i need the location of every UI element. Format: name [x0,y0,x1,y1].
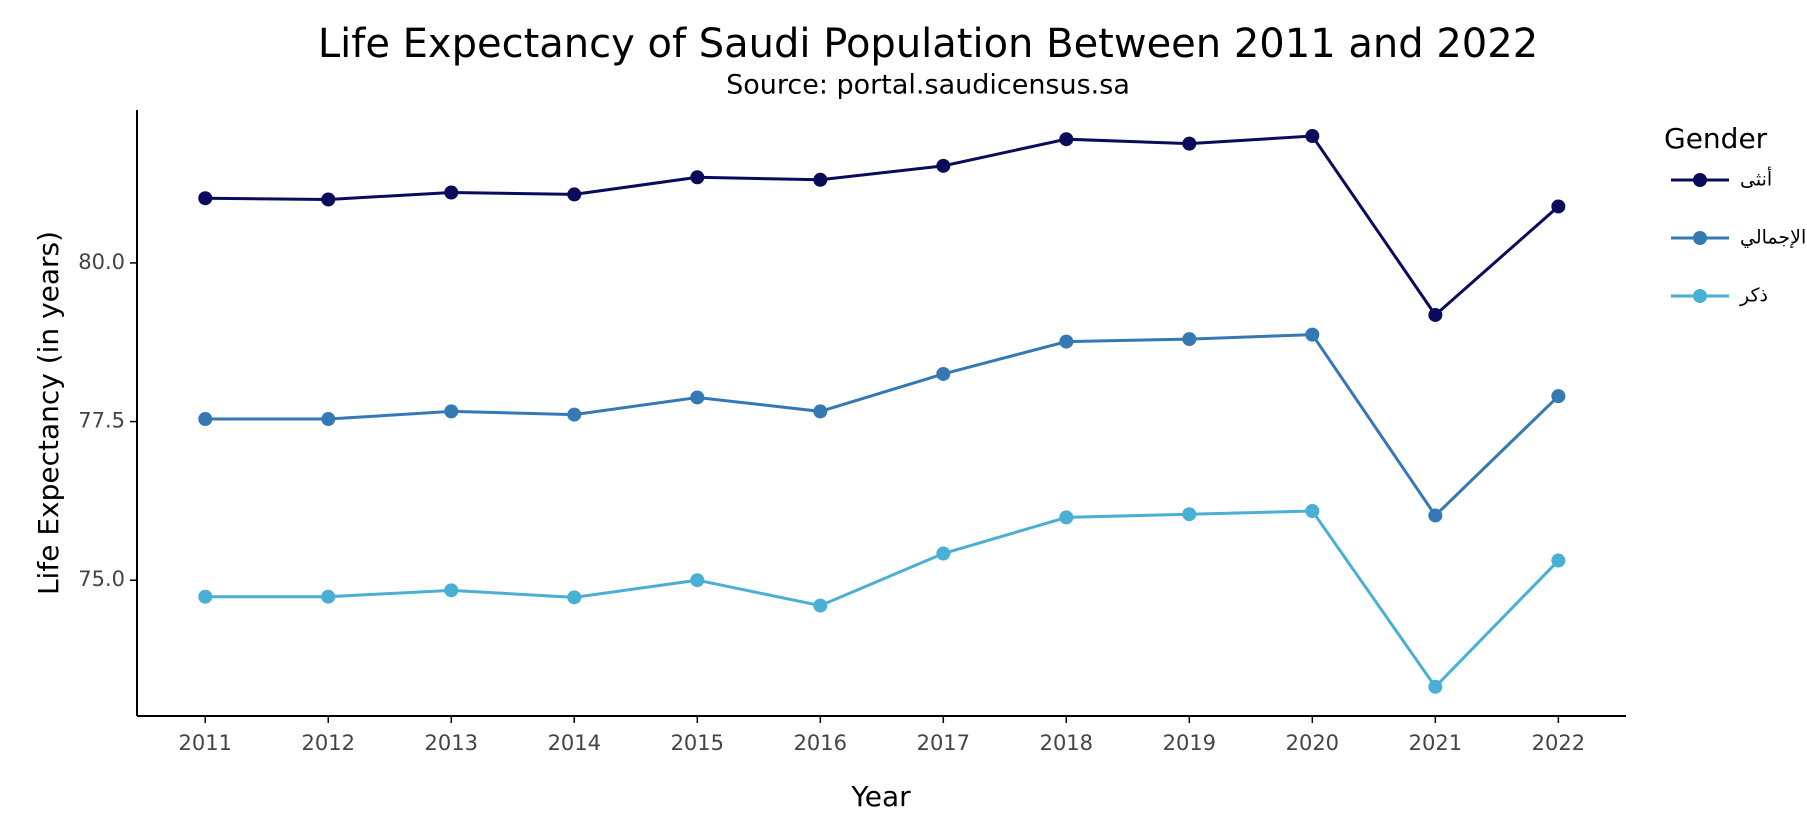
data-point [444,404,459,419]
x-tick-label: 2021 [1409,731,1462,755]
data-point [198,589,213,604]
data-point [936,546,951,561]
data-point [1305,327,1320,342]
chart-subtitle: Source: portal.saudicensus.sa [726,70,1130,101]
data-point [813,172,828,187]
data-point [813,598,828,613]
x-tick-label: 2011 [179,731,232,755]
legend-marker [1693,231,1707,245]
data-point [321,412,336,427]
y-tick-label: 75.0 [78,567,125,591]
series-line [205,134,1560,318]
y-tick-label: 80.0 [78,250,125,274]
data-point [690,170,705,185]
data-point [444,185,459,200]
data-point [936,158,951,173]
data-point [1551,553,1566,568]
x-tick-label: 2020 [1286,731,1339,755]
data-point [1551,199,1566,214]
data-point [321,192,336,207]
data-point [1428,679,1443,694]
legend-marker [1693,173,1707,187]
y-axis-title: Life Expectancy (in years) [32,231,65,595]
x-axis-title: Year [850,780,911,813]
data-point [1428,307,1443,322]
legend-label: ذكر [1739,285,1768,307]
data-point [936,366,951,381]
x-tick-label: 2014 [548,731,601,755]
y-tick-label: 77.5 [78,409,125,433]
x-tick-label: 2012 [302,731,355,755]
data-point [567,590,582,605]
data-point [690,390,705,405]
data-point [1059,334,1074,349]
legend-marker [1693,289,1707,303]
data-point [1551,389,1566,404]
x-tick-label: 2019 [1163,731,1216,755]
data-point [321,589,336,604]
data-point [567,407,582,422]
data-point [198,191,213,206]
data-point [1305,129,1320,144]
x-tick-label: 2016 [794,731,847,755]
series-line [205,333,1560,518]
data-point [1305,504,1320,519]
data-point [198,412,213,427]
data-point [1182,332,1197,347]
data-point [1428,508,1443,523]
legend-label: أنثى [1740,167,1772,191]
data-point [1182,136,1197,151]
legend-label: الإجمالي [1740,227,1806,249]
legend-title: Gender [1664,122,1768,155]
x-tick-label: 2018 [1040,731,1093,755]
x-tick-label: 2022 [1532,731,1585,755]
data-point [1059,510,1074,525]
x-tick-label: 2013 [425,731,478,755]
chart-title: Life Expectancy of Saudi Population Betw… [318,21,1538,67]
data-point [444,583,459,598]
x-tick-label: 2017 [917,731,970,755]
series-line [205,509,1560,690]
data-point [1059,132,1074,147]
data-point [1182,507,1197,522]
data-point [690,573,705,588]
data-point [567,187,582,202]
x-tick-label: 2015 [671,731,724,755]
data-point [813,404,828,419]
